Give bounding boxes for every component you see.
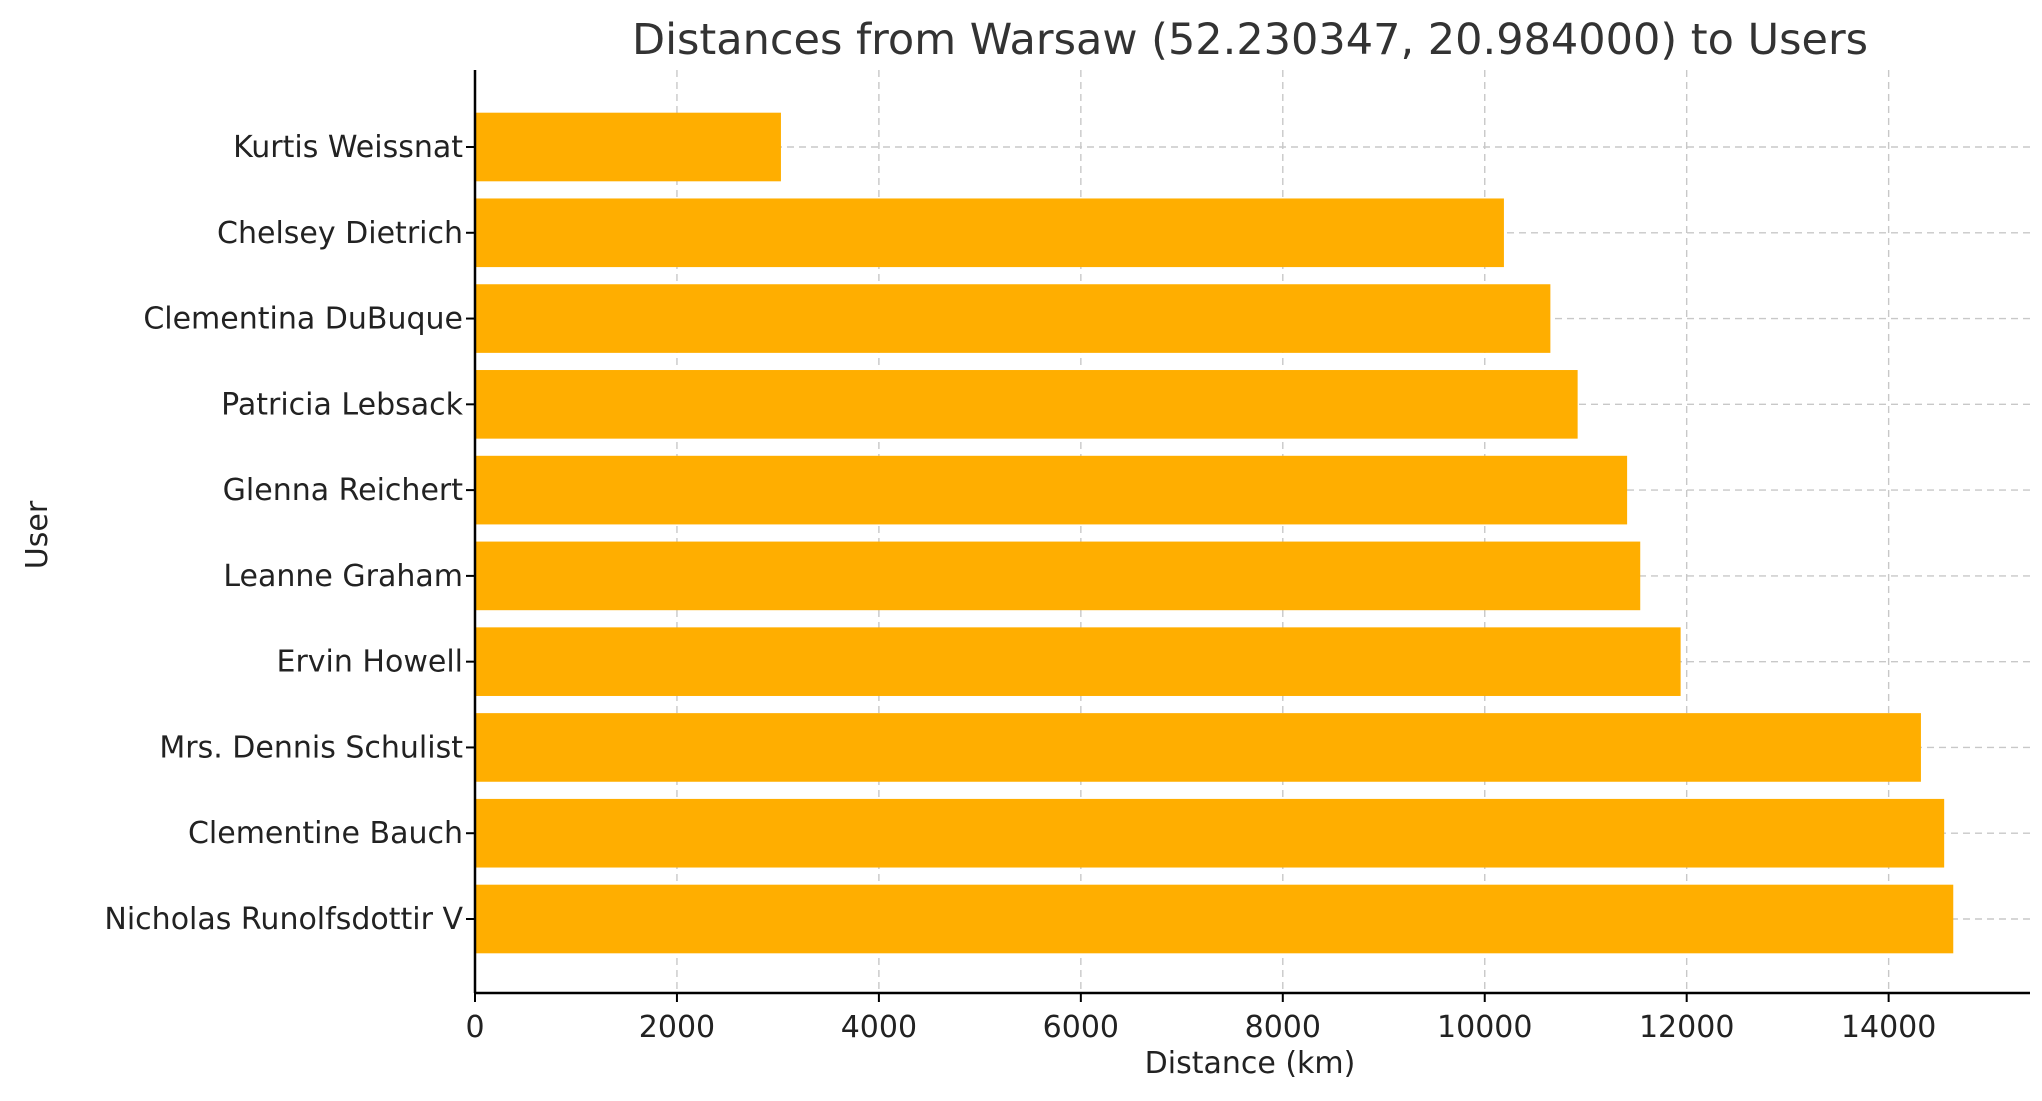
x-tick-label: 10000 [1437, 1010, 1532, 1045]
y-tick-label: Mrs. Dennis Schulist [159, 730, 463, 765]
y-tick-label: Glenna Reichert [223, 473, 464, 508]
x-tick-label: 4000 [841, 1010, 917, 1045]
bar [475, 455, 1628, 525]
bar [475, 370, 1578, 439]
y-tick-label: Kurtis Weissnat [233, 130, 463, 165]
y-tick-label: Nicholas Runolfsdottir V [104, 902, 463, 937]
x-tick-label: 6000 [1043, 1010, 1119, 1045]
y-tick-label: Ervin Howell [276, 645, 463, 680]
bar [475, 713, 1921, 782]
bar [475, 112, 781, 182]
y-tick-label: Chelsey Dietrich [217, 216, 463, 251]
x-tick-label: 2000 [639, 1010, 715, 1045]
bar [475, 198, 1504, 268]
y-axis-label: User [20, 500, 55, 569]
x-tick-label: 14000 [1841, 1010, 1936, 1045]
y-tick-label: Clementina DuBuque [143, 302, 463, 337]
y-tick-label: Clementine Bauch [188, 816, 463, 851]
bar [475, 284, 1551, 353]
x-tick-label: 8000 [1245, 1010, 1321, 1045]
x-tick-label: 12000 [1639, 1010, 1734, 1045]
bar [475, 541, 1641, 611]
chart-title: Distances from Warsaw (52.230347, 20.984… [632, 15, 1868, 65]
axes: 0 2000 4000 6000 8000 10000 12000 14000 Kurtis W… [104, 70, 2030, 1045]
bar [475, 627, 1681, 696]
bar [475, 798, 1945, 868]
bars [475, 112, 1954, 954]
y-tick-label: Leanne Graham [223, 559, 463, 594]
bar [475, 884, 1954, 954]
x-axis-label: Distance (km) [1145, 1046, 1356, 1081]
x-tick-label: 0 [465, 1010, 484, 1045]
y-tick-label: Patricia Lebsack [221, 387, 464, 422]
